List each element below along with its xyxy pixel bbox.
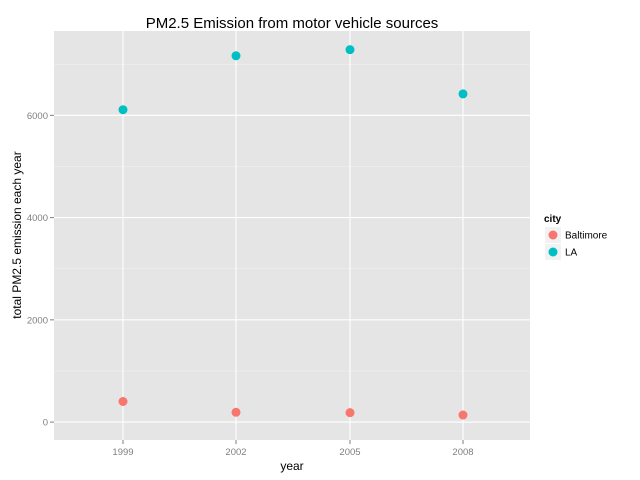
data-point-la <box>458 89 468 99</box>
x-axis-label: year <box>280 459 303 473</box>
legend-marker-baltimore <box>548 230 558 240</box>
data-point-baltimore <box>118 397 128 407</box>
y-tick-label: 0 <box>43 418 48 429</box>
data-point-la <box>345 45 355 55</box>
grid-lines <box>54 31 530 440</box>
data-point-la <box>118 105 128 115</box>
legend-label: LA <box>565 248 578 259</box>
y-tick-label: 2000 <box>27 315 48 326</box>
x-tick-label: 1999 <box>112 447 133 458</box>
chart-title: PM2.5 Emission from motor vehicle source… <box>146 15 439 32</box>
y-axis-ticks: 0 2000 4000 6000 <box>27 111 54 429</box>
data-point-baltimore <box>458 410 468 420</box>
data-points <box>118 45 468 420</box>
legend-marker-la <box>548 247 558 257</box>
y-axis-label: total PM2.5 emission each year <box>10 151 24 318</box>
data-point-baltimore <box>231 407 241 417</box>
legend: city Baltimore LA <box>544 214 608 260</box>
legend-title: city <box>544 214 562 225</box>
legend-label: Baltimore <box>565 231 608 242</box>
data-point-la <box>231 51 241 61</box>
x-axis-ticks: 1999 2002 2005 2008 <box>112 440 474 458</box>
y-tick-label: 6000 <box>27 111 48 122</box>
x-tick-label: 2005 <box>339 447 360 458</box>
x-tick-label: 2008 <box>452 447 473 458</box>
plot-panel <box>54 31 530 440</box>
y-tick-label: 4000 <box>27 213 48 224</box>
data-point-baltimore <box>345 408 355 418</box>
x-tick-label: 2002 <box>225 447 246 458</box>
